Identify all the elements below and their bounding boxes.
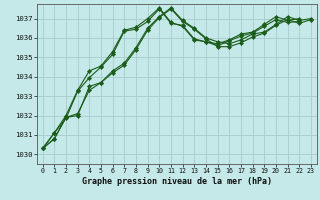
X-axis label: Graphe pression niveau de la mer (hPa): Graphe pression niveau de la mer (hPa) (82, 177, 272, 186)
